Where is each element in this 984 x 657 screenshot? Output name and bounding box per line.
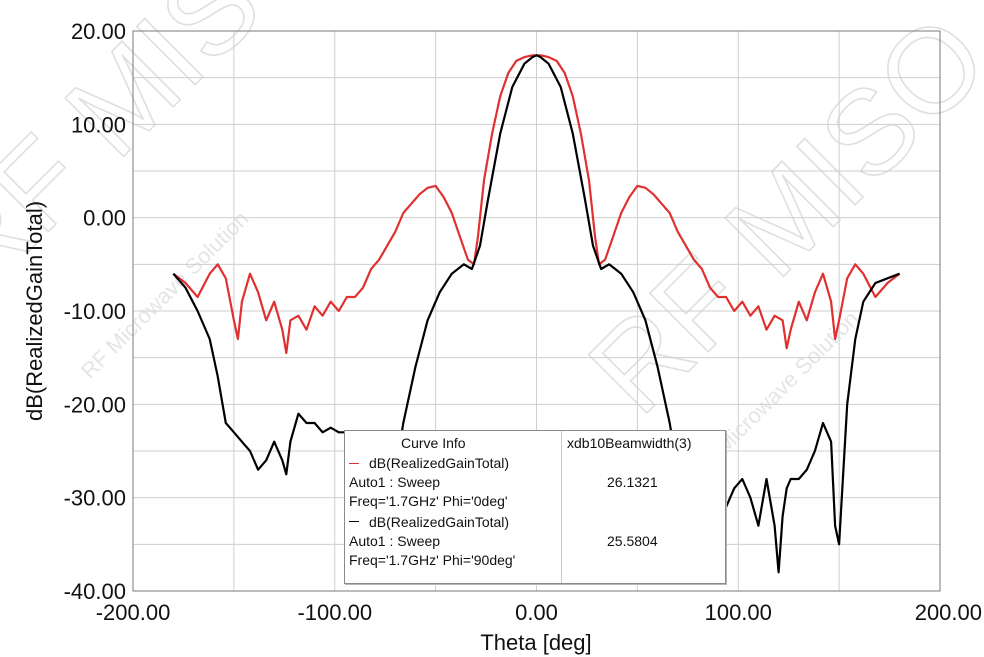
plot-frame <box>132 30 941 592</box>
x-tick-label: -200.00 <box>96 600 171 625</box>
series-layer <box>172 54 901 574</box>
legend-entry-2-line3: Freq='1.7GHz' Phi='90deg' <box>349 552 516 568</box>
y-tick-label: 0.00 <box>83 206 126 231</box>
legend-header-value-label: xdb10Beamwidth(3) <box>567 435 692 451</box>
y-tick-label: -40.00 <box>64 579 126 604</box>
legend-entry-1-name: dB(RealizedGainTotal) <box>369 455 510 471</box>
y-tick-label: 20.00 <box>71 19 126 44</box>
x-tick-label: 0.00 <box>515 600 558 625</box>
x-tick-label: 200.00 <box>915 600 982 625</box>
x-tick-labels: -200.00 -100.00 0.00 100.00 200.00 <box>96 600 982 625</box>
legend-swatch-1 <box>349 463 359 464</box>
legend-entry-1-line3: Freq='1.7GHz' Phi='0deg' <box>349 493 508 509</box>
legend-swatch-2 <box>349 521 359 522</box>
legend: Curve Info xdb10Beamwidth(3) dB(Realized… <box>344 430 726 584</box>
legend-entry-1-line2: Auto1 : Sweep <box>349 474 441 490</box>
y-tick-label: -20.00 <box>64 392 126 417</box>
y-axis-label: dB(RealizedGainTotal) <box>22 201 47 421</box>
x-tick-label: -100.00 <box>297 600 372 625</box>
legend-entry-1-value: 26.1321 <box>607 474 658 490</box>
legend-entry-2-value: 25.5804 <box>607 533 658 549</box>
y-tick-label: -30.00 <box>64 486 126 511</box>
y-tick-labels: 20.00 10.00 0.00 -10.00 -20.00 -30.00 -40.00 <box>64 19 126 604</box>
x-tick-label: 100.00 <box>705 600 772 625</box>
legend-entry-2-name: dB(RealizedGainTotal) <box>369 514 510 530</box>
series-line-2 <box>172 54 900 574</box>
y-tick-label: -10.00 <box>64 299 126 324</box>
y-tick-label: 10.00 <box>71 112 126 137</box>
x-axis-label: Theta [deg] <box>480 630 591 655</box>
legend-entry-2-line2: Auto1 : Sweep <box>349 533 441 549</box>
legend-divider <box>561 431 562 583</box>
legend-header-label: Curve Info <box>401 435 466 451</box>
